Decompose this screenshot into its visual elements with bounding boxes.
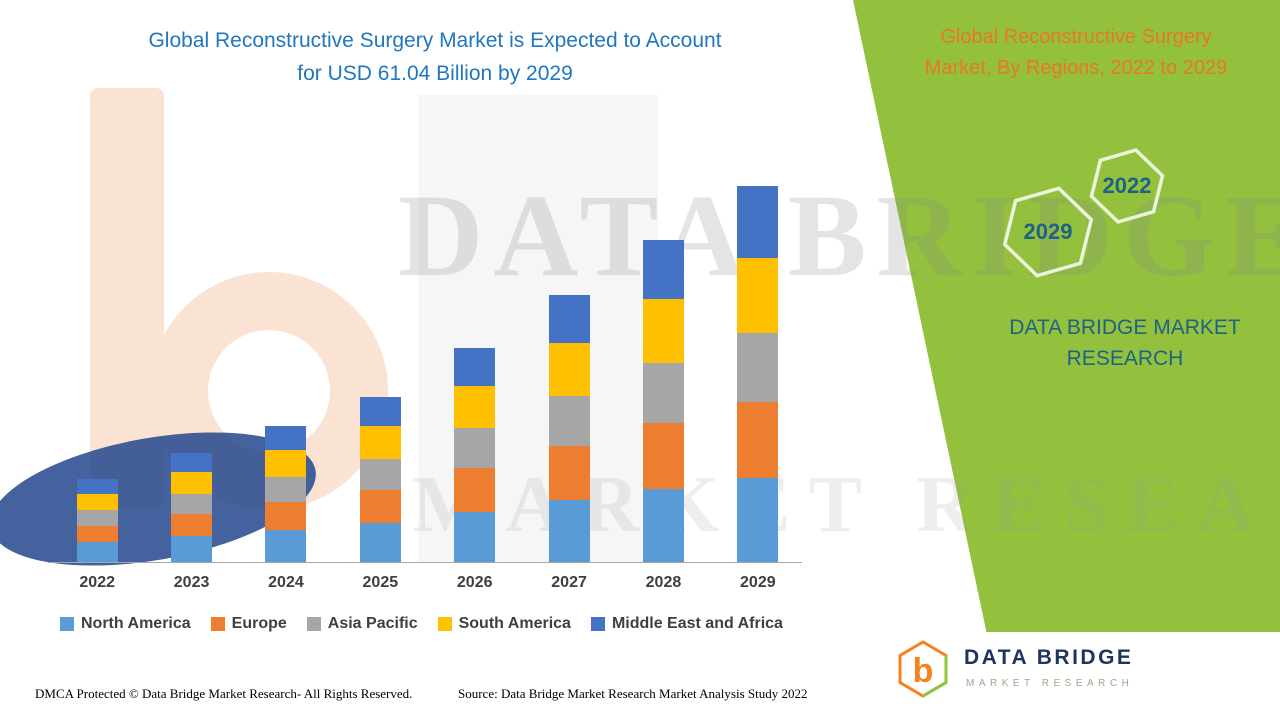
legend-item-south-america: South America <box>437 615 571 633</box>
legend-item-asia-pacific: Asia Pacific <box>306 615 418 633</box>
bar-segment-2026-europe <box>454 468 496 513</box>
bar-segment-2029-europe <box>737 402 779 478</box>
bar-segment-2029-north-america <box>737 477 779 562</box>
bar-segment-2026-north-america <box>454 512 496 562</box>
bar-2027 <box>548 295 590 562</box>
panel-brand-line2: RESEARCH <box>1066 347 1184 370</box>
bar-segment-2025-north-america <box>359 523 401 562</box>
bar-segment-2025-europe <box>359 489 401 524</box>
bar-segment-2028-south-america <box>642 298 684 364</box>
hexagon-2022-icon <box>1089 148 1165 224</box>
bar-segment-2022-middle-east-and-africa <box>76 478 118 494</box>
bar-segment-2027-europe <box>548 446 590 501</box>
bar-segment-2022-asia-pacific <box>76 510 118 526</box>
chart-legend: North America Europe Asia Pacific South Ame… <box>60 615 783 633</box>
x-axis-label-2023: 2023 <box>173 574 210 591</box>
bar-2024 <box>265 425 307 562</box>
legend-swatch-icon <box>590 617 605 631</box>
bar-segment-2023-north-america <box>171 536 213 562</box>
x-axis-labels: 2022 2023 2024 2025 2026 2027 2028 2029 <box>50 574 805 592</box>
bar-segment-2024-middle-east-and-africa <box>265 425 307 450</box>
bar-segment-2028-middle-east-and-africa <box>642 240 684 299</box>
legend-label: South America <box>458 615 571 632</box>
watermark-text-databridge: DATA BRIDGE <box>398 170 1280 301</box>
logo-tagline: MARKET RESEARCH <box>966 678 1134 689</box>
bar-segment-2024-asia-pacific <box>265 477 307 503</box>
bar-2025 <box>359 397 401 562</box>
legend-item-europe: Europe <box>210 615 287 633</box>
x-axis-label-2026: 2026 <box>456 574 493 591</box>
bar-segment-2027-south-america <box>548 343 590 397</box>
x-axis-label-2027: 2027 <box>551 574 587 591</box>
bar-segment-2023-middle-east-and-africa <box>171 452 213 473</box>
x-axis-label-2025: 2025 <box>362 574 399 591</box>
legend-label: North America <box>81 615 191 632</box>
plot-area <box>50 180 805 562</box>
x-axis-label-2024: 2024 <box>268 574 304 591</box>
panel-title-line1: Global Reconstructive Surgery <box>940 26 1212 48</box>
databridge-logo-icon: b <box>898 640 948 698</box>
legend-label: Middle East and Africa <box>611 615 783 632</box>
bar-segment-2024-south-america <box>265 449 307 478</box>
x-axis-label-2028: 2028 <box>645 574 682 591</box>
footer-dmca-text: DMCA Protected © Data Bridge Market Rese… <box>35 686 413 701</box>
bar-segment-2028-europe <box>642 423 684 489</box>
legend-swatch-icon <box>306 617 321 631</box>
bar-segment-2029-asia-pacific <box>737 332 779 403</box>
bar-segment-2026-middle-east-and-africa <box>454 347 496 386</box>
bar-segment-2023-asia-pacific <box>171 493 213 514</box>
bar-segment-2025-middle-east-and-africa <box>359 397 401 427</box>
bar-segment-2027-north-america <box>548 500 590 562</box>
year-hexagons: 2029 2022 <box>1002 148 1165 278</box>
bar-segment-2029-middle-east-and-africa <box>737 186 779 259</box>
bar-segment-2022-europe <box>76 525 118 543</box>
bar-segment-2028-north-america <box>642 488 684 562</box>
bar-segment-2025-asia-pacific <box>359 459 401 490</box>
bar-segment-2025-south-america <box>359 426 401 460</box>
hexagon-2029-icon <box>1002 186 1094 278</box>
panel-title: Global Reconstructive Surgery Market, By… <box>880 22 1272 84</box>
chart-title-line2: for USD 61.04 Billion by 2029 <box>297 62 573 85</box>
panel-brand-line1: DATA BRIDGE MARKET <box>1009 316 1241 339</box>
bar-2022 <box>76 478 118 562</box>
bar-2028 <box>642 240 684 562</box>
bar-segment-2029-south-america <box>737 258 779 333</box>
logo-monogram: b <box>913 652 934 690</box>
bar-segment-2022-north-america <box>76 542 118 562</box>
logo-name: DATA BRIDGE <box>964 646 1134 669</box>
legend-label: Asia Pacific <box>327 615 418 632</box>
bar-2023 <box>171 452 213 562</box>
bar-segment-2023-europe <box>171 513 213 537</box>
bar-segment-2024-europe <box>265 502 307 530</box>
footer-source-text: Source: Data Bridge Market Research Mark… <box>458 686 808 701</box>
hexagon-2022-label: 2022 <box>1103 173 1152 198</box>
bar-segment-2026-south-america <box>454 385 496 429</box>
legend-item-north-america: North America <box>60 615 191 633</box>
logo-area: b DATA BRIDGE MARKET RESEARCH <box>872 632 1280 720</box>
hexagon-2029-label: 2029 <box>1024 219 1073 244</box>
bar-segment-2027-asia-pacific <box>548 396 590 447</box>
bar-segment-2022-south-america <box>76 493 118 511</box>
legend-swatch-icon <box>60 617 74 631</box>
panel-brand-text: DATA BRIDGE MARKET RESEARCH <box>960 312 1280 374</box>
bar-segment-2023-south-america <box>171 472 213 494</box>
bar-2026 <box>454 347 496 562</box>
legend-swatch-icon <box>437 617 452 631</box>
chart-title-line1: Global Reconstructive Surgery Market is … <box>148 29 722 52</box>
x-axis-label-2022: 2022 <box>79 574 115 591</box>
legend-label: Europe <box>231 615 287 632</box>
bar-segment-2026-asia-pacific <box>454 428 496 469</box>
bar-2029 <box>737 186 779 562</box>
x-axis-line <box>48 562 802 563</box>
x-axis-label-2029: 2029 <box>740 574 776 591</box>
panel-title-line2: Market, By Regions, 2022 to 2029 <box>924 57 1228 79</box>
bar-segment-2028-asia-pacific <box>642 363 684 424</box>
legend-swatch-icon <box>210 617 225 631</box>
bar-segment-2024-north-america <box>265 530 307 562</box>
chart-title: Global Reconstructive Surgery Market is … <box>75 24 795 90</box>
legend-item-middle-east-and-africa: Middle East and Africa <box>590 615 783 633</box>
bar-segment-2027-middle-east-and-africa <box>548 295 590 344</box>
